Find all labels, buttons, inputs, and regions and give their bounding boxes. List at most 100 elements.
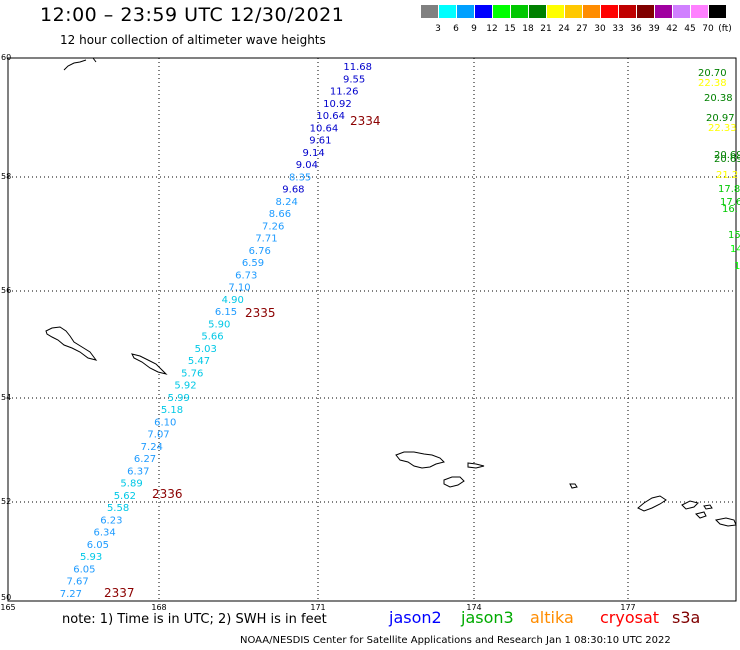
swh-value: 14 xyxy=(730,244,740,255)
time-label: 2335 xyxy=(245,306,276,320)
swh-value: 9.55 xyxy=(343,74,365,85)
legend-label: 45 xyxy=(684,24,695,34)
legend-unit: (ft) xyxy=(718,24,732,34)
legend-label: 9 xyxy=(471,24,477,34)
satellite-jason2: jason2 xyxy=(389,608,442,627)
map-subtitle: 12 hour collection of altimeter wave hei… xyxy=(60,33,326,47)
legend-label: 6 xyxy=(453,24,459,34)
legend-label: 39 xyxy=(648,24,660,34)
legend-label: 15 xyxy=(504,24,515,34)
swh-value: 7.71 xyxy=(255,234,277,245)
lon-label: 171 xyxy=(310,603,325,612)
legend-swatch xyxy=(547,5,564,18)
time-label: 2337 xyxy=(104,586,135,600)
swh-value: 5.18 xyxy=(161,405,183,416)
satellite-jason3: jason3 xyxy=(461,608,514,627)
map-frame xyxy=(7,57,737,602)
legend-label: 18 xyxy=(522,24,534,34)
legend-swatch xyxy=(475,5,492,18)
legend-label: 27 xyxy=(576,24,587,34)
legend-swatch xyxy=(493,5,510,18)
swh-value: 9.61 xyxy=(309,136,331,147)
time-labels: 2334 2335 2336 2337 xyxy=(104,114,381,600)
footer-note: note: 1) Time is in UTC; 2) SWH is in fe… xyxy=(62,612,327,627)
lat-label: 52 xyxy=(1,497,11,506)
swh-value: 1. xyxy=(734,261,740,272)
swh-value: 6.76 xyxy=(249,246,271,257)
swh-value: 6.37 xyxy=(127,466,149,477)
swh-value: 16. xyxy=(722,204,738,215)
swh-value: 5.92 xyxy=(174,381,196,392)
swh-value: 9.04 xyxy=(296,160,318,171)
legend-swatch xyxy=(637,5,654,18)
legend-swatch xyxy=(565,5,582,18)
legend-label: 42 xyxy=(666,24,677,34)
swh-value: 21.2 xyxy=(716,170,738,181)
swh-value: 10.64 xyxy=(310,123,339,134)
legend-swatch xyxy=(583,5,600,18)
legend-swatch xyxy=(457,5,474,18)
legend-label: 3 xyxy=(435,24,441,34)
swh-value: 6.10 xyxy=(154,417,176,428)
time-label: 2336 xyxy=(152,487,183,501)
swh-value: 11.26 xyxy=(330,87,359,98)
swh-value: 5.62 xyxy=(114,491,136,502)
swh-value: 8.24 xyxy=(276,197,298,208)
satellite-s3a: s3a xyxy=(672,608,701,627)
time-label: 2334 xyxy=(350,114,381,128)
swh-value: 5.03 xyxy=(195,344,217,355)
legend-swatch xyxy=(529,5,546,18)
island-aleutian-4 xyxy=(569,483,578,489)
legend-label: 12 xyxy=(486,24,497,34)
legend-label: 36 xyxy=(630,24,642,34)
credit-line: NOAA/NESDIS Center for Satellite Applica… xyxy=(240,635,671,646)
swh-value: 17.8 xyxy=(718,184,740,195)
swh-value: 6.23 xyxy=(100,515,122,526)
island-aleutian-2 xyxy=(467,462,485,469)
legend-swatch xyxy=(601,5,618,18)
lon-label: 168 xyxy=(151,603,166,612)
lat-label: 60 xyxy=(1,53,11,62)
swh-value: 11.68 xyxy=(343,62,372,73)
island-aleutian-5 xyxy=(637,495,667,512)
lon-label: 174 xyxy=(466,603,481,612)
legend-label: 21 xyxy=(540,24,551,34)
legend-swatch xyxy=(673,5,690,18)
swh-value: 6.05 xyxy=(87,540,109,551)
swh-value: 5.90 xyxy=(208,319,230,330)
legend-swatch xyxy=(691,5,708,18)
satellite-altika: altika xyxy=(530,608,574,627)
swh-value: 7.67 xyxy=(66,577,88,588)
legend-label: 24 xyxy=(558,24,570,34)
swh-value: 22.33 xyxy=(708,123,737,134)
swh-value: 17.6 xyxy=(720,197,740,208)
swh-value: 5.99 xyxy=(168,393,190,404)
lat-label: 54 xyxy=(1,393,11,402)
island-aleutian-1 xyxy=(395,451,445,469)
legend-swatch xyxy=(439,5,456,18)
legend-label: 33 xyxy=(612,24,623,34)
swh-value: 5.66 xyxy=(201,332,223,343)
coastline-mainland xyxy=(63,57,97,71)
swh-value: 5.47 xyxy=(188,356,210,367)
lat-label: 58 xyxy=(1,172,11,181)
swh-value: 6.73 xyxy=(235,270,257,281)
swh-value: 6.15 xyxy=(215,307,237,318)
island-aleutian-6 xyxy=(681,500,713,510)
swh-value: 6.59 xyxy=(242,258,264,269)
swh-value: 6.27 xyxy=(134,454,156,465)
map-title: 12:00 – 23:59 UTC 12/30/2021 xyxy=(40,4,345,26)
color-legend: 3 6 9 12 15 18 21 24 27 30 33 36 39 42 45 70 (ft) xyxy=(421,5,732,34)
swh-value: 10.64 xyxy=(316,111,345,122)
swh-value: 8.35 xyxy=(289,172,311,183)
swh-value: 20.69 xyxy=(714,154,740,165)
legend-swatch xyxy=(709,5,726,18)
lat-label: 50 xyxy=(1,593,11,602)
island-aleutian-3 xyxy=(443,476,465,488)
swh-value: 5.58 xyxy=(107,503,129,514)
legend-swatch xyxy=(619,5,636,18)
swh-value: 7.10 xyxy=(228,283,250,294)
